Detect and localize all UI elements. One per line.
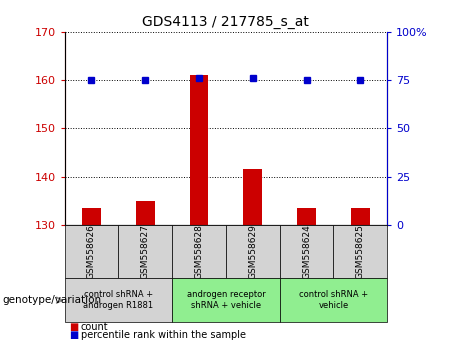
Text: genotype/variation: genotype/variation bbox=[2, 295, 101, 305]
Text: percentile rank within the sample: percentile rank within the sample bbox=[81, 330, 246, 340]
Bar bbox=[65, 225, 118, 278]
Text: ■: ■ bbox=[69, 322, 78, 332]
Text: control shRNA +
vehicle: control shRNA + vehicle bbox=[299, 290, 368, 310]
Bar bbox=[297, 208, 316, 225]
Bar bbox=[172, 278, 280, 322]
Text: GSM558625: GSM558625 bbox=[356, 224, 365, 279]
Bar bbox=[172, 225, 226, 278]
Bar bbox=[280, 225, 333, 278]
Bar bbox=[82, 208, 101, 225]
Title: GDS4113 / 217785_s_at: GDS4113 / 217785_s_at bbox=[142, 16, 309, 29]
Bar bbox=[65, 278, 172, 322]
Text: count: count bbox=[81, 322, 108, 332]
Bar bbox=[351, 208, 370, 225]
Text: GSM558628: GSM558628 bbox=[195, 224, 203, 279]
Bar bbox=[118, 225, 172, 278]
Text: androgen receptor
shRNA + vehicle: androgen receptor shRNA + vehicle bbox=[187, 290, 265, 310]
Bar bbox=[280, 278, 387, 322]
Bar bbox=[226, 225, 280, 278]
Bar bbox=[189, 75, 208, 225]
Text: control shRNA +
androgen R1881: control shRNA + androgen R1881 bbox=[83, 290, 154, 310]
Bar bbox=[333, 225, 387, 278]
Bar bbox=[136, 201, 154, 225]
Bar bbox=[243, 169, 262, 225]
Text: GSM558627: GSM558627 bbox=[141, 224, 150, 279]
Text: ■: ■ bbox=[69, 330, 78, 340]
Text: GSM558624: GSM558624 bbox=[302, 224, 311, 279]
Text: GSM558629: GSM558629 bbox=[248, 224, 257, 279]
Text: GSM558626: GSM558626 bbox=[87, 224, 96, 279]
